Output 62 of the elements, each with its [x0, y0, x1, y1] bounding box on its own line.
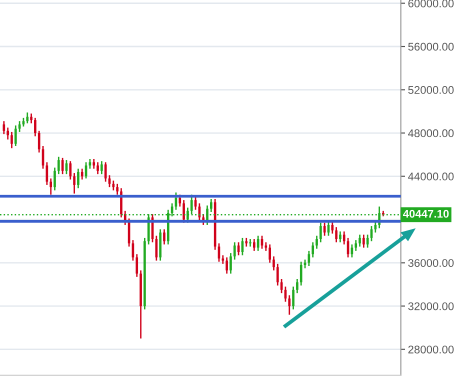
candlestick — [312, 242, 314, 258]
candlestick — [374, 221, 377, 234]
candlestick — [342, 230, 346, 246]
candlestick — [50, 178, 52, 196]
candlestick — [57, 156, 60, 175]
candlestick — [14, 124, 17, 147]
candlestick — [34, 117, 36, 137]
candlestick — [288, 294, 291, 316]
candlestick — [104, 162, 107, 182]
y-tick-label: 28000.00 — [408, 346, 454, 354]
candlestick — [226, 256, 228, 274]
candlestick — [272, 256, 275, 272]
candlestick — [2, 120, 6, 135]
candlestick — [26, 112, 29, 124]
candlestick — [88, 158, 92, 170]
y-tick-label: 44000.00 — [408, 172, 454, 180]
candlestick — [6, 126, 9, 140]
candlestick — [163, 228, 166, 246]
candlestick — [54, 166, 56, 192]
candlestick — [116, 183, 118, 196]
candlestick — [366, 234, 369, 248]
candlestick — [296, 278, 298, 294]
candlestick — [96, 162, 99, 175]
candlestick — [80, 168, 84, 180]
ref-line-label: 40447.10 — [403, 210, 449, 218]
candlestick — [292, 286, 294, 310]
candlestick — [300, 261, 302, 286]
y-tick-label: 36000.00 — [408, 259, 454, 267]
candlestick — [38, 130, 40, 154]
y-tick-label: 56000.00 — [408, 42, 454, 51]
candlestick — [73, 172, 76, 194]
candlestick — [10, 131, 13, 149]
y-tick-label: 60000.00 — [408, 0, 454, 8]
candlestick — [256, 235, 260, 252]
y-tick-label: 52000.00 — [408, 86, 454, 94]
candlestick — [100, 160, 103, 175]
candlestick — [120, 187, 122, 218]
candlestick — [30, 112, 32, 124]
candlestick — [331, 221, 334, 234]
candlestick — [335, 226, 338, 243]
candlestick — [112, 180, 115, 192]
candlestick — [249, 238, 252, 248]
candlestick — [319, 222, 322, 243]
candlestick — [155, 235, 158, 262]
candlestick — [210, 198, 212, 213]
y-tick-label: 48000.00 — [408, 129, 454, 138]
candlestick — [316, 235, 318, 250]
candlestick — [339, 230, 342, 243]
candlestick — [276, 263, 279, 286]
candlestick — [92, 158, 96, 170]
candlestick — [77, 168, 80, 189]
y-tick-label: 32000.00 — [408, 302, 454, 310]
candlestick — [362, 234, 365, 248]
candlestick — [358, 234, 361, 248]
candlestick — [268, 244, 271, 264]
candlestick — [354, 239, 358, 252]
candlestick — [230, 252, 232, 274]
candlestick — [233, 242, 236, 260]
candlestick — [178, 194, 182, 208]
candlestick — [253, 238, 256, 252]
candlestick — [136, 253, 138, 278]
candlestick — [69, 160, 72, 180]
